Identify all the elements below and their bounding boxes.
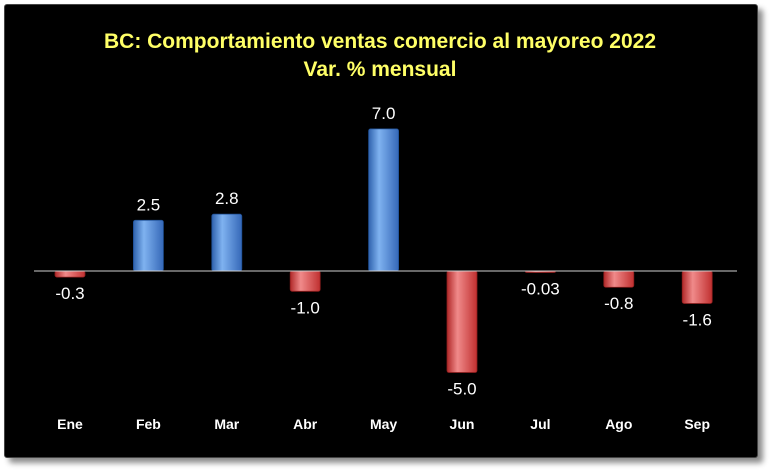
data-label-may: 7.0 [372, 104, 396, 123]
bars-layer [54, 128, 713, 373]
tick-label-mar: Mar [214, 416, 239, 432]
tick-label-jun: Jun [450, 416, 475, 432]
tick-label-ago: Ago [605, 416, 632, 432]
bar-jun [446, 270, 478, 373]
data-label-jun: -5.0 [447, 380, 476, 399]
data-label-ene: -0.3 [55, 284, 84, 303]
chart-title: BC: Comportamiento ventas comercio al ma… [103, 30, 656, 53]
data-label-jul: -0.03 [521, 280, 560, 299]
data-label-sep: -1.6 [683, 310, 712, 329]
bar-feb [132, 219, 164, 272]
tick-label-ene: Ene [57, 416, 83, 432]
tick-label-jul: Jul [530, 416, 550, 432]
labels-layer: -0.3 Ene 2.5 Feb 2.8 Mar -1.0 Abr 7.0 May -5.0 Jun -… [55, 104, 711, 432]
chart-subtitle: Var. % mensual [303, 58, 457, 81]
data-label-ago: -0.8 [604, 294, 633, 313]
bar-ene [54, 270, 86, 278]
tick-label-abr: Abr [293, 416, 318, 432]
data-label-feb: 2.5 [137, 195, 161, 214]
bar-ago [603, 270, 635, 288]
tick-label-sep: Sep [684, 416, 710, 432]
data-label-mar: 2.8 [215, 189, 239, 208]
bar-may [368, 128, 400, 272]
tick-label-may: May [370, 416, 397, 432]
tick-label-feb: Feb [136, 416, 161, 432]
bar-sep [681, 270, 713, 304]
data-label-abr: -1.0 [291, 298, 320, 317]
bar-abr [289, 270, 321, 292]
bar-mar [211, 213, 243, 272]
